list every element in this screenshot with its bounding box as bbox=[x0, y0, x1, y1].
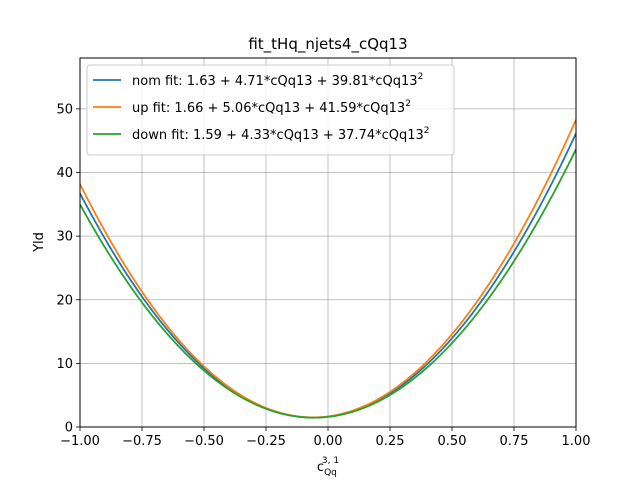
y-tick-label: 20 bbox=[56, 293, 73, 308]
x-axis-label-base: c bbox=[317, 460, 324, 475]
legend: nom fit: 1.63 + 4.71*cQq13 + 39.81*cQq13… bbox=[86, 64, 455, 156]
legend-label-2: down fit: 1.59 + 4.33*cQq13 + 37.74*cQq1… bbox=[132, 126, 430, 143]
chart-title: fit_tHq_njets4_cQq13 bbox=[248, 35, 407, 54]
legend-frame bbox=[86, 64, 455, 156]
x-axis-label-sub: Qq bbox=[324, 468, 337, 478]
y-tick-label: 0 bbox=[65, 421, 73, 436]
x-axis-label-sup: 3, 1 bbox=[322, 456, 339, 466]
series-line-2 bbox=[79, 148, 577, 419]
y-tick-label: 10 bbox=[56, 357, 73, 372]
x-tick-label: 1.00 bbox=[562, 434, 591, 449]
x-tick-label: 0.50 bbox=[438, 434, 467, 449]
y-axis-label: Yld bbox=[32, 232, 47, 253]
x-tick-label: −0.50 bbox=[184, 434, 224, 449]
y-tick-label: 50 bbox=[56, 102, 73, 117]
y-tick-label: 40 bbox=[56, 166, 73, 181]
legend-label-1: up fit: 1.66 + 5.06*cQq13 + 41.59*cQq132 bbox=[132, 99, 411, 116]
x-axis-label: cQq 3, 1 bbox=[317, 456, 339, 478]
y-tick-label: 30 bbox=[56, 230, 73, 245]
x-tick-label: −0.75 bbox=[122, 434, 162, 449]
x-tick-label: −1.00 bbox=[60, 434, 100, 449]
legend-entries: nom fit: 1.63 + 4.71*cQq13 + 39.81*cQq13… bbox=[93, 72, 430, 143]
x-tick-label: 0.75 bbox=[500, 434, 529, 449]
x-tick-label: 0.00 bbox=[314, 434, 343, 449]
legend-label-0: nom fit: 1.63 + 4.71*cQq13 + 39.81*cQq13… bbox=[132, 72, 423, 89]
x-tick-label: −0.25 bbox=[246, 434, 286, 449]
axis-ticks: −1.00 −0.75 −0.50 −0.25 0.00 0.25 0.50 0.75 1.00… bbox=[56, 102, 590, 449]
x-tick-label: 0.25 bbox=[376, 434, 405, 449]
series-lines bbox=[79, 119, 577, 419]
